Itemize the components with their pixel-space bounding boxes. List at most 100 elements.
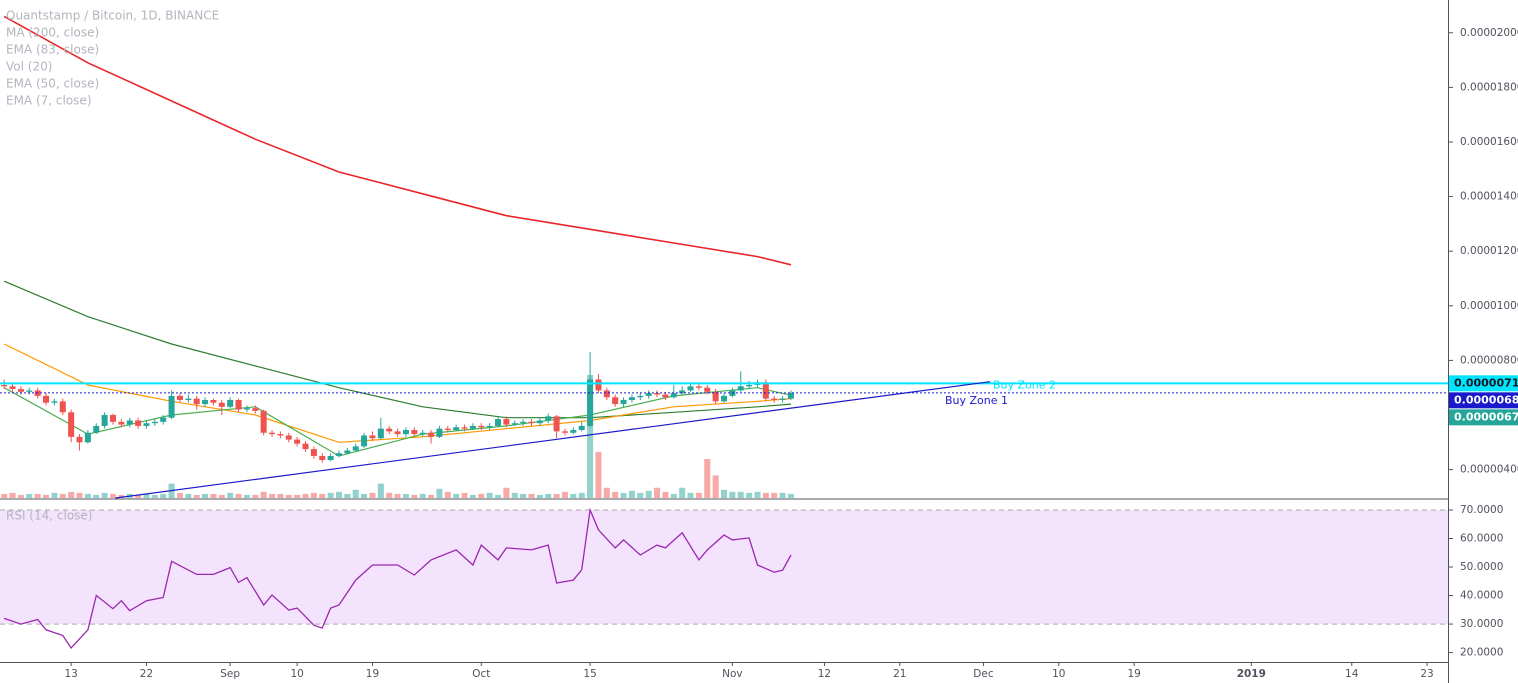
volume-bar (118, 494, 125, 498)
candle-body (670, 393, 677, 398)
candle-body (587, 379, 594, 426)
candle-body (503, 419, 510, 425)
volume-bar (603, 487, 610, 498)
volume-bar (670, 493, 677, 498)
volume-bar (469, 494, 476, 498)
x-tick-label: 10 (290, 668, 303, 680)
candle-body (260, 410, 267, 433)
candle-body (695, 386, 702, 388)
y-tick-label: 50.0000 (1460, 561, 1503, 573)
volume-bar (494, 494, 502, 498)
candle-body (327, 455, 334, 461)
volume-bar (93, 494, 100, 498)
legend-entry: EMA (50, close) (6, 77, 99, 91)
volume-bar (528, 493, 535, 498)
volume-bar (210, 493, 217, 498)
candle-body (386, 428, 393, 432)
candle-body (720, 395, 728, 402)
rsi-line (3, 507, 792, 650)
candle-body (578, 425, 585, 431)
candle-body (536, 420, 543, 424)
candle-body (461, 427, 468, 429)
candle-body (9, 386, 16, 390)
volume-bar (260, 491, 267, 498)
volume-bar (369, 492, 376, 498)
candle-body (294, 439, 301, 444)
volume-bar (561, 491, 568, 498)
x-tick-label: Dec (973, 668, 994, 680)
candle-body (17, 389, 24, 392)
candle-body (277, 434, 284, 436)
volume-bar (218, 494, 225, 498)
volume-bar (595, 451, 602, 498)
candle-body (352, 446, 359, 451)
volume-bar (43, 494, 50, 498)
volume-bar (402, 493, 409, 498)
volume-bar (587, 375, 594, 498)
volume-bar (327, 492, 334, 498)
candle-body (51, 401, 58, 403)
volume-bar (478, 493, 485, 498)
candle-body (603, 390, 610, 398)
candle-body (762, 382, 769, 399)
candle-body (335, 453, 342, 456)
candle-body (394, 431, 401, 435)
candle-body (319, 455, 326, 461)
candle-body (101, 415, 108, 426)
volume-bar (654, 487, 661, 498)
volume-bar (712, 475, 719, 498)
y-tick-label: 0.00001400 (1460, 191, 1518, 203)
y-tick-label: 40.0000 (1460, 590, 1503, 602)
x-tick-label: 13 (64, 668, 77, 680)
x-tick-label: 12 (818, 668, 831, 680)
y-tick-label: 70.0000 (1460, 504, 1503, 516)
volume-bar (779, 492, 786, 498)
price-label: 0.00000672 (1454, 410, 1518, 423)
candle-body (202, 399, 209, 405)
volume-bar (302, 493, 309, 498)
y-tick-label: 0.00001000 (1460, 300, 1518, 312)
candle-body (193, 398, 200, 405)
volume-bar (185, 493, 192, 498)
candle-body (160, 417, 167, 422)
volume-bar (637, 492, 644, 498)
y-tick-label: 0.00002000 (1460, 27, 1518, 39)
volume-bar (754, 491, 761, 498)
candle-body (369, 435, 376, 439)
volume-bar (34, 493, 41, 498)
volume-bar (160, 493, 167, 498)
volume-bar (645, 490, 652, 498)
volume-bar (386, 492, 393, 498)
volume-bar (720, 489, 728, 498)
rsi-band (0, 509, 1448, 625)
volume-bar (310, 492, 317, 498)
volume-bar (294, 494, 301, 498)
candle-body (151, 421, 158, 424)
candle-body (494, 419, 502, 426)
candle-body (402, 430, 409, 435)
candle-body (135, 420, 142, 426)
volume-bar (687, 492, 694, 498)
volume-bar (51, 492, 58, 498)
volume-bar (419, 493, 426, 498)
volume-bar (444, 491, 451, 498)
volume-bar (679, 487, 686, 498)
candle-body (419, 432, 426, 435)
x-tick-label: 14 (1345, 668, 1359, 680)
price-label-box (1449, 375, 1518, 392)
volume-bar (26, 493, 33, 498)
volume-bar (461, 492, 468, 498)
volume-bar (59, 493, 66, 498)
volume-bar (762, 492, 769, 498)
volume-bar (787, 493, 794, 498)
volume-bar (545, 493, 552, 498)
volume-bar (662, 491, 669, 498)
volume-bar (68, 491, 75, 498)
price-label-box (1449, 392, 1518, 409)
volume-bar (520, 493, 527, 498)
volume-bar (620, 492, 627, 498)
candle-body (520, 421, 527, 424)
candle-body (243, 408, 250, 410)
